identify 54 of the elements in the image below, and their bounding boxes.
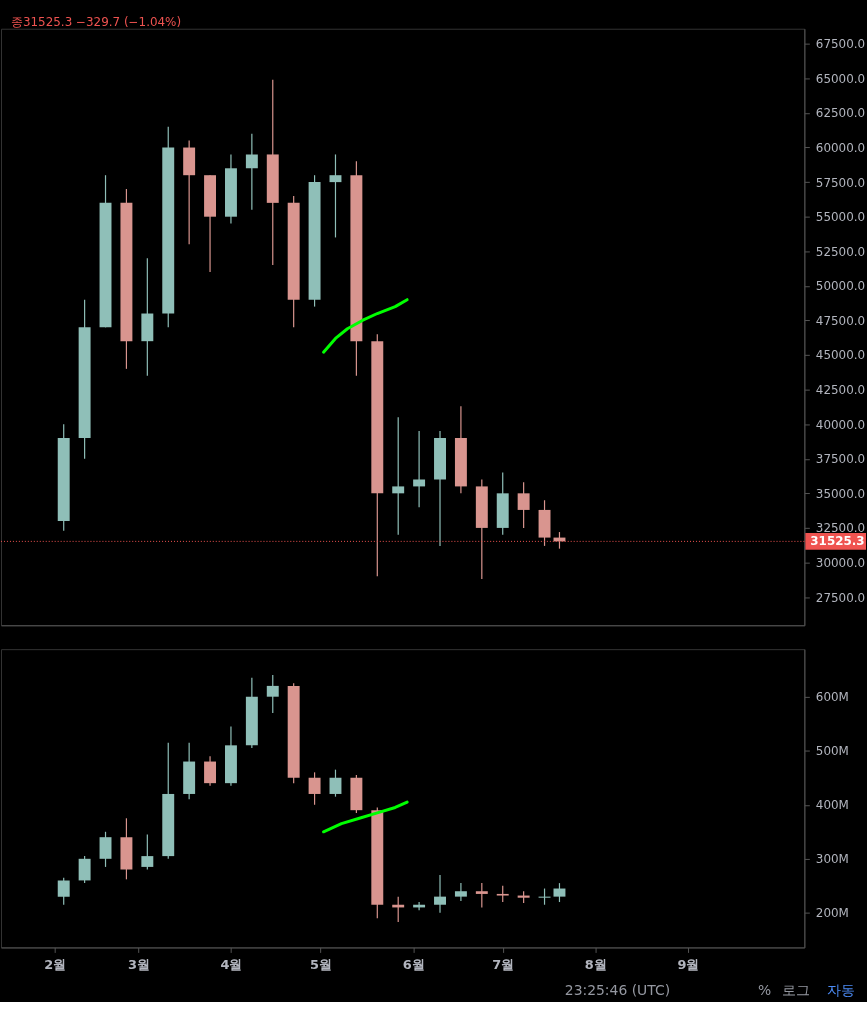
y-tick-label: 32500.0 [815, 521, 866, 536]
candlestick [308, 771, 321, 806]
candlestick [454, 882, 467, 902]
text: 로그 [782, 982, 811, 999]
x-tick-label: 3월 [127, 956, 150, 972]
line-series [322, 800, 409, 834]
candlestick [329, 769, 342, 798]
x-tick-label: 6월 [402, 956, 425, 972]
candlestick [475, 882, 488, 909]
x-tick-label: 7월 [492, 956, 515, 972]
candlestick [266, 674, 279, 714]
y-tick-label: 60000.0 [815, 141, 866, 156]
candlestick [57, 877, 70, 906]
x-tick-label: 9월 [677, 956, 700, 972]
candlestick [141, 833, 154, 871]
y-tick-label: 30000.0 [815, 555, 866, 570]
y-tick-label: 500M [815, 744, 849, 759]
line-series [322, 298, 409, 354]
text: 자동 [827, 982, 856, 999]
y-tick-label: 55000.0 [815, 210, 866, 225]
y-tick-label: 35000.0 [815, 486, 866, 501]
y-tick-label: 27500.0 [815, 590, 866, 605]
y-tick-label: 42500.0 [815, 383, 866, 398]
y-tick-label: 40000.0 [815, 417, 866, 432]
x-tick-label: 2월 [44, 956, 67, 972]
x-tick-label: 4월 [220, 956, 243, 972]
candlestick [329, 153, 342, 239]
ref-line-label: 31525.3 [810, 534, 865, 549]
y-tick-label: 300M [815, 852, 849, 867]
candlestick [392, 416, 405, 536]
y-tick-label: 600M [815, 690, 849, 705]
y-tick-label: 62500.0 [815, 106, 866, 121]
y-tick-label: 52500.0 [815, 244, 866, 259]
candlestick [245, 133, 258, 211]
y-tick-label: 400M [815, 798, 849, 813]
y-tick-label: 67500.0 [815, 37, 866, 52]
y-tick-label: 45000.0 [815, 348, 866, 363]
y-tick-label: 47500.0 [815, 313, 866, 328]
y-tick-label: 37500.0 [815, 452, 866, 467]
candlestick [434, 874, 446, 914]
x-tick-label: 5월 [310, 956, 333, 972]
text: 종31525.3 −329.7 (−1.04%) [10, 14, 182, 29]
x-tick-label: 8월 [584, 956, 607, 972]
y-tick-label: 65000.0 [815, 71, 866, 86]
y-tick-label: 50000.0 [815, 279, 866, 294]
candlestick [413, 430, 426, 508]
text: % [757, 982, 772, 999]
candlestick [204, 755, 217, 787]
y-tick-label: 200M [815, 906, 849, 921]
candlestick [78, 855, 91, 884]
candlestick [517, 481, 530, 529]
candlestick [99, 831, 112, 868]
y-tick-label: 57500.0 [815, 175, 866, 190]
text: 23:25:46 (UTC) [564, 982, 671, 999]
